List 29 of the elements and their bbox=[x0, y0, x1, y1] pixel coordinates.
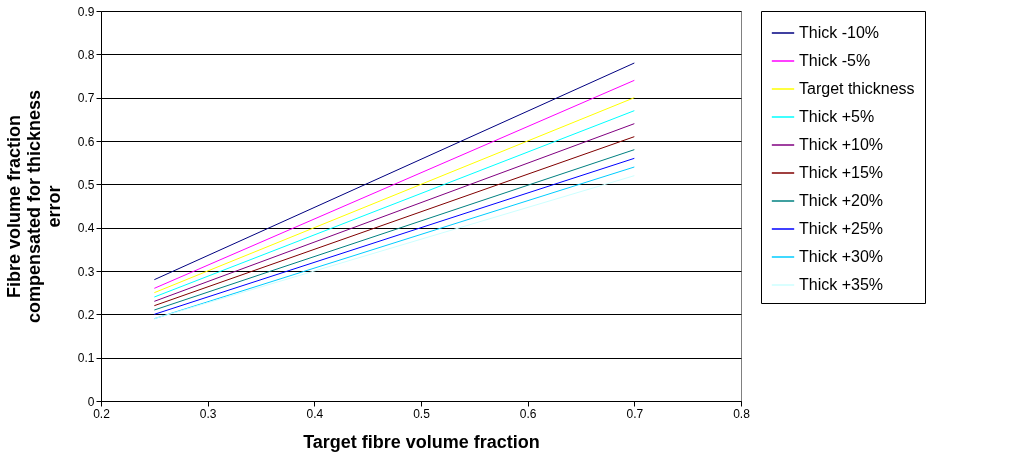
x-tick-label: 0.3 bbox=[199, 406, 217, 421]
y-tick-label: 0.4 bbox=[77, 221, 95, 236]
y-tick-label: 0.8 bbox=[77, 47, 95, 62]
legend-label: Thick +5% bbox=[799, 108, 875, 125]
y-tick-label: 0.9 bbox=[77, 4, 95, 19]
y-tick-label: 0.7 bbox=[77, 91, 95, 106]
y-tick-label: 0.1 bbox=[77, 351, 95, 366]
legend-label: Thick +10% bbox=[799, 136, 884, 153]
legend-label: Thick -10% bbox=[799, 24, 880, 41]
x-tick-label: 0.6 bbox=[519, 406, 537, 421]
legend-label: Thick +30% bbox=[799, 248, 884, 265]
x-tick-label: 0.7 bbox=[626, 406, 644, 421]
legend-label: Thick -5% bbox=[799, 52, 871, 69]
legend-label: Thick +20% bbox=[799, 192, 884, 209]
legend-label: Thick +25% bbox=[799, 220, 884, 237]
y-tick-label: 0.3 bbox=[77, 264, 95, 279]
y-tick-label: 0.6 bbox=[77, 134, 95, 149]
x-axis-title: Target fibre volume fraction bbox=[303, 431, 540, 452]
y-tick-label: 0.5 bbox=[77, 177, 95, 192]
y-axis-title: Fibre volume fraction compensated for thickness error bbox=[3, 89, 64, 324]
x-tick-label: 0.5 bbox=[413, 406, 431, 421]
legend-label: Thick +15% bbox=[799, 164, 884, 181]
y-tick-label: 0 bbox=[87, 394, 95, 409]
y-tick-label: 0.2 bbox=[77, 307, 95, 322]
legend-label: Thick +35% bbox=[799, 276, 884, 293]
x-tick-label: 0.2 bbox=[93, 406, 111, 421]
x-tick-label: 0.4 bbox=[306, 406, 324, 421]
legend-label: Target thickness bbox=[799, 80, 915, 97]
x-tick-label: 0.8 bbox=[733, 406, 751, 421]
